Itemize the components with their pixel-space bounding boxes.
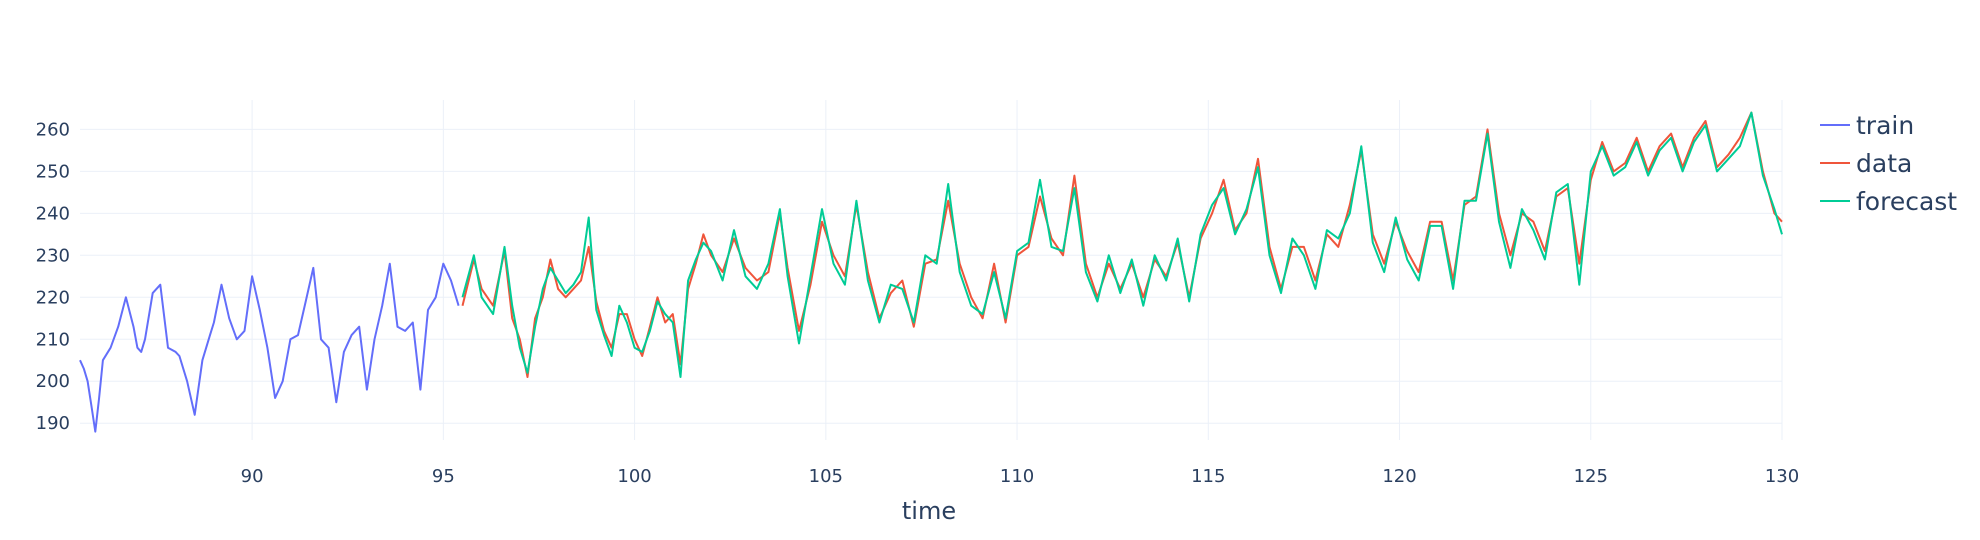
plot-background xyxy=(80,100,1782,440)
legend-item-forecast[interactable]: forecast xyxy=(1820,187,1957,216)
legend-label: data xyxy=(1856,149,1912,178)
x-tick-label: 120 xyxy=(1382,466,1416,487)
y-tick-label: 240 xyxy=(36,203,70,224)
y-tick-label: 230 xyxy=(36,245,70,266)
legend-item-train[interactable]: train xyxy=(1820,111,1914,140)
y-tick-label: 260 xyxy=(36,119,70,140)
x-axis-ticks: 90 95 100 105 110 115 120 125 130 xyxy=(241,466,1800,487)
legend-label: forecast xyxy=(1856,187,1957,216)
y-tick-label: 200 xyxy=(36,371,70,392)
legend[interactable]: train data forecast xyxy=(1820,111,1957,216)
x-tick-label: 90 xyxy=(241,466,264,487)
series-lines xyxy=(79,111,1783,433)
x-tick-label: 105 xyxy=(809,466,843,487)
series-line-train xyxy=(79,262,460,433)
x-tick-label: 110 xyxy=(1000,466,1034,487)
gridlines xyxy=(80,100,1783,440)
x-tick-label: 100 xyxy=(617,466,651,487)
y-tick-label: 250 xyxy=(36,161,70,182)
y-tick-label: 220 xyxy=(36,287,70,308)
y-tick-label: 190 xyxy=(36,413,70,434)
x-tick-label: 115 xyxy=(1191,466,1225,487)
x-tick-label: 130 xyxy=(1765,466,1799,487)
series-line-forecast xyxy=(461,111,1783,378)
y-tick-label: 210 xyxy=(36,329,70,350)
x-tick-label: 95 xyxy=(432,466,455,487)
y-axis-ticks: 190 200 210 220 230 240 250 260 xyxy=(36,119,70,434)
legend-item-data[interactable]: data xyxy=(1820,149,1912,178)
legend-label: train xyxy=(1856,111,1914,140)
x-tick-label: 125 xyxy=(1574,466,1608,487)
x-axis-title: time xyxy=(902,497,956,525)
